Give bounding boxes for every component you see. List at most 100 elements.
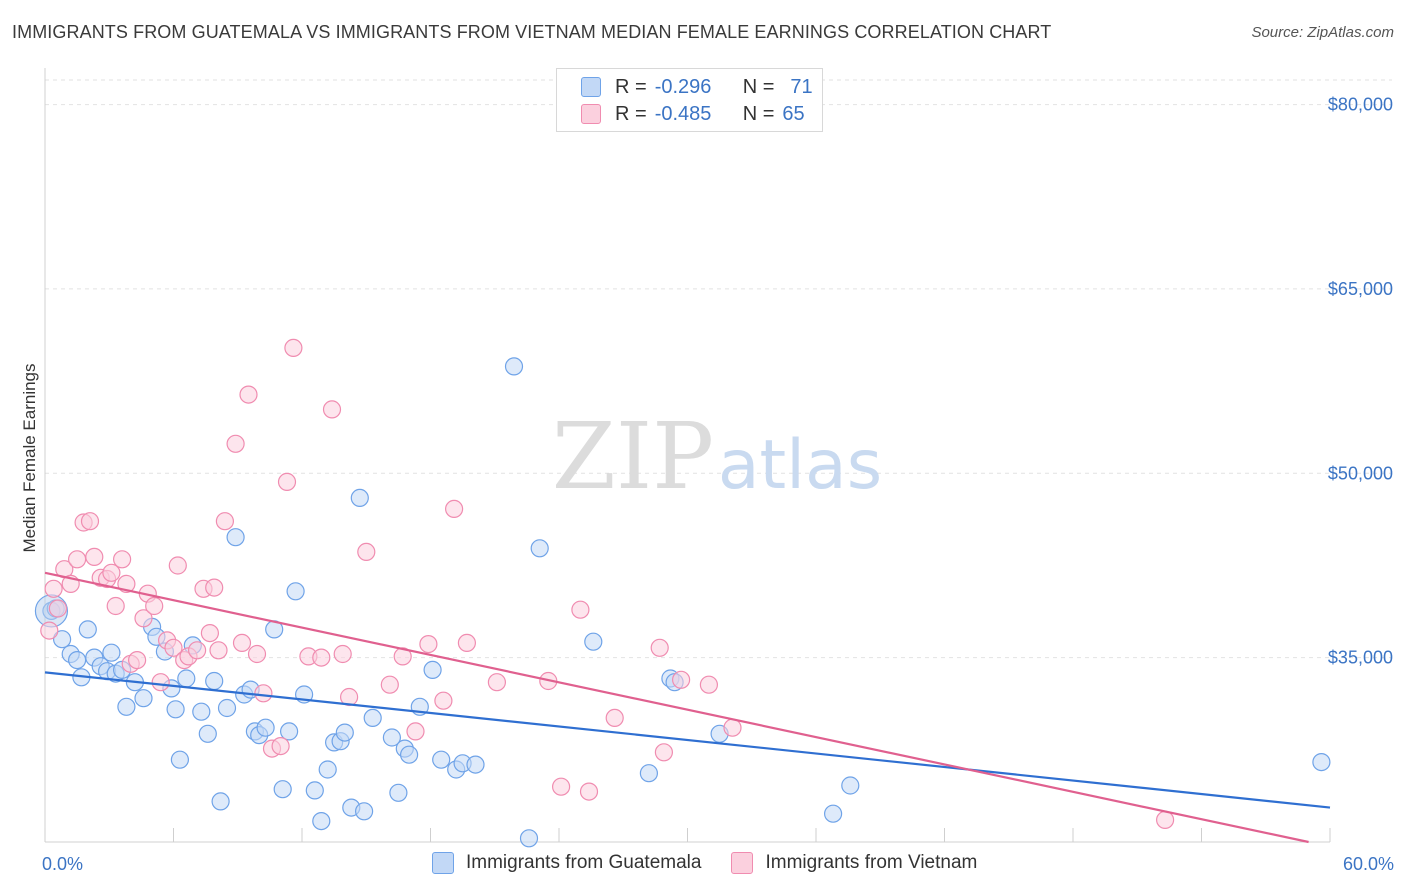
vietnam-point <box>487 673 506 692</box>
guatemala-point <box>286 582 305 601</box>
guatemala-point <box>52 630 72 649</box>
vietnam-point <box>699 675 719 694</box>
legend-r-label: R = <box>615 75 647 98</box>
legend-item-vietnam: Immigrants from Vietnam <box>731 852 977 874</box>
y-tick-label: $80,000 <box>1328 95 1393 115</box>
legend-n-label: N = <box>742 102 775 125</box>
guatemala-point <box>273 780 292 799</box>
vietnam-point <box>145 596 164 616</box>
legend-item-guatemala: Immigrants from Guatemala <box>432 852 701 874</box>
guatemala-point <box>226 528 245 547</box>
guatemala-trend-line <box>44 671 1331 809</box>
guatemala-point <box>217 698 237 718</box>
vietnam-point <box>271 736 290 756</box>
y-tick-label: $35,000 <box>1328 648 1393 668</box>
guatemala-point <box>211 792 230 811</box>
legend-n-value: 65 <box>782 102 805 125</box>
gridlines <box>45 79 1392 659</box>
guatemala-point <box>67 650 87 670</box>
guatemala-point <box>280 722 299 741</box>
vietnam-point <box>380 675 399 694</box>
guatemala-point <box>530 539 549 558</box>
vietnam-point <box>117 574 136 594</box>
guatemala-point <box>305 781 324 800</box>
guatemala-point <box>170 750 189 769</box>
vietnam-point <box>128 650 147 670</box>
vietnam-point <box>419 634 438 654</box>
chart-source: Source: ZipAtlas.com <box>1251 24 1394 41</box>
legend-r-value: -0.485 <box>654 102 712 125</box>
y-tick-label: $50,000 <box>1328 463 1393 483</box>
vietnam-point <box>226 434 245 453</box>
vietnam-point <box>357 542 376 562</box>
legend-r-label: R = <box>615 102 647 125</box>
vietnam-point <box>579 782 599 801</box>
guatemala-point <box>823 804 843 823</box>
watermark-atlas: atlas <box>718 426 882 505</box>
guatemala-point <box>102 643 121 662</box>
guatemala-point <box>504 357 524 376</box>
vietnam-point <box>112 550 132 569</box>
guatemala-point <box>166 700 185 719</box>
y-tick-label: $65,000 <box>1328 279 1393 299</box>
guatemala-point <box>350 488 369 507</box>
trend-lines <box>44 571 1331 844</box>
watermark-zip: ZIP <box>552 403 714 510</box>
vietnam-swatch <box>581 104 601 124</box>
x-tick-label: 60.0% <box>1343 854 1394 874</box>
vietnam-point <box>44 579 63 598</box>
vietnam-trend-line <box>44 571 1309 844</box>
vietnam-point <box>134 609 153 628</box>
vietnam-point <box>654 743 674 762</box>
vietnam-point <box>406 722 425 741</box>
guatemala-point <box>117 697 136 716</box>
guatemala-point <box>335 723 354 742</box>
vietnam-point <box>205 578 224 597</box>
vietnam-point <box>322 400 342 419</box>
vietnam-point <box>232 633 252 653</box>
vietnam-point <box>551 777 571 796</box>
vietnam-point <box>254 684 273 703</box>
guatemala-point <box>432 750 451 769</box>
vietnam-point <box>215 512 234 531</box>
guatemala-point <box>78 620 97 639</box>
vietnam-point <box>284 338 303 357</box>
guatemala-point <box>363 708 382 728</box>
guatemala-point <box>205 671 224 691</box>
guatemala-point <box>312 811 331 831</box>
guatemala-swatch <box>581 77 601 97</box>
guatemala-point <box>382 728 401 747</box>
guatemala-point <box>466 755 485 774</box>
vietnam-point <box>164 638 183 657</box>
vietnam-swatch <box>731 852 754 874</box>
legend-vietnam-label: Immigrants from Vietnam <box>765 852 978 873</box>
guatemala-point <box>389 783 408 802</box>
vietnam-point <box>571 600 590 619</box>
guatemala-point <box>134 689 153 708</box>
vietnam-point <box>67 550 87 569</box>
vietnam-point <box>434 691 453 710</box>
guatemala-point <box>198 724 217 743</box>
guatemala-point <box>423 660 442 680</box>
vietnam-point <box>102 563 121 582</box>
vietnam-point <box>247 644 267 664</box>
vietnam-point <box>277 472 297 491</box>
vietnam-point <box>188 641 207 660</box>
vietnam-point <box>168 556 187 575</box>
vietnam-point <box>340 687 359 707</box>
guatemala-point <box>177 669 196 688</box>
vietnam-point <box>85 547 104 567</box>
guatemala-point <box>355 802 374 821</box>
watermark: ZIP atlas <box>552 403 882 510</box>
vietnam-point <box>650 638 669 657</box>
legend-n-value: 71 <box>790 75 813 98</box>
vietnam-point <box>151 673 170 692</box>
vietnam-point <box>457 633 476 653</box>
vietnam-point <box>209 641 228 660</box>
series-legend: Immigrants from Guatemala Immigrants fro… <box>432 852 1007 874</box>
vietnam-point <box>48 599 68 618</box>
vietnam-point <box>393 647 412 666</box>
legend-row-vietnam: R = -0.485 N = 65 <box>581 102 805 126</box>
vietnam-point <box>605 708 624 728</box>
